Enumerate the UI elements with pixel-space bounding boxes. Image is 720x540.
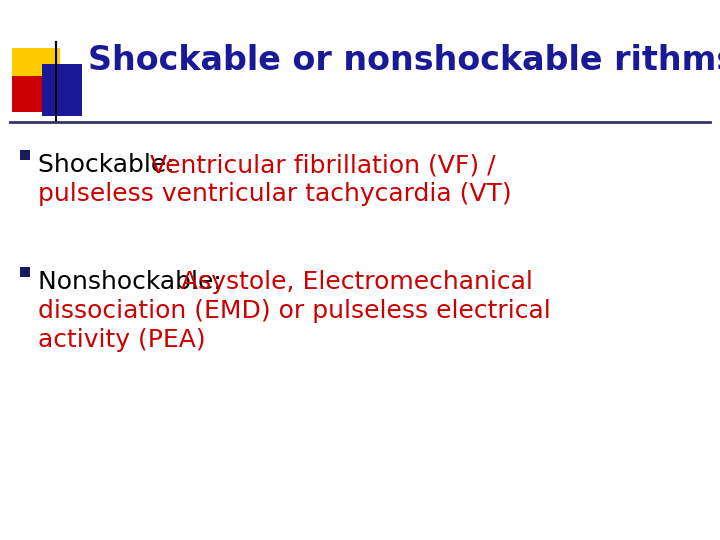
Text: Shockable or nonshockable rithms: Shockable or nonshockable rithms [88,44,720,77]
Text: pulseless ventricular tachycardia (VT): pulseless ventricular tachycardia (VT) [38,182,512,206]
Bar [42,64,82,116]
Text: Ventricular fibrillation (VF) /: Ventricular fibrillation (VF) / [150,153,495,177]
Text: dissociation (EMD) or pulseless electrical: dissociation (EMD) or pulseless electric… [38,299,551,323]
Text: Nonshockable:: Nonshockable: [38,270,230,294]
Text: activity (PEA): activity (PEA) [38,328,206,352]
Bar [12,76,60,112]
Bar [20,267,30,277]
Text: Shockable:: Shockable: [38,153,183,177]
Bar [20,150,30,160]
Text: Asystole, Electromechanical: Asystole, Electromechanical [181,270,533,294]
Bar [12,48,60,88]
